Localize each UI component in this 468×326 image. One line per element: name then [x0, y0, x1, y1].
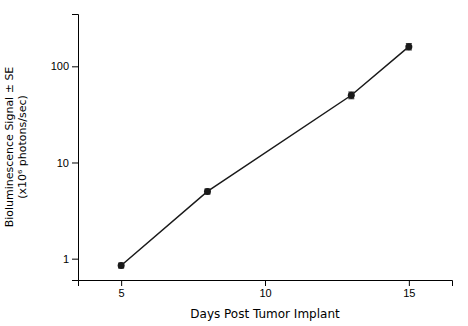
y-tick-mark: [72, 259, 78, 260]
y-tick: 10: [57, 157, 78, 169]
y-axis: 1 10 100: [51, 15, 79, 281]
point: [348, 92, 355, 99]
y-axis-line: [72, 15, 79, 281]
plot-area: 5 10 15 1 10 100: [51, 15, 453, 299]
x-tick-mark: [121, 280, 122, 286]
x-axis-title: Days Post Tumor Implant: [190, 307, 340, 321]
point: [118, 262, 125, 269]
y-tick: 1: [63, 253, 78, 265]
x-tick: 10: [259, 280, 271, 299]
line: [121, 47, 409, 266]
y-tick-mark: [72, 162, 78, 163]
data-marks: [118, 43, 413, 269]
x-tick: 15: [403, 280, 415, 299]
x-axis: 5 10 15: [79, 280, 453, 299]
x-tick-label: 10: [259, 287, 271, 299]
chart: 5 10 15 1 10 100 Days Post Tumor Implant Biolum…: [0, 0, 468, 326]
y-tick: 100: [51, 60, 78, 72]
point: [204, 188, 211, 195]
y-tick-label: 10: [57, 157, 69, 169]
error-bar: [406, 44, 412, 50]
point: [405, 43, 412, 50]
x-axis-line: [79, 281, 453, 287]
x-tick: 5: [119, 280, 125, 299]
x-tick-mark: [409, 280, 410, 286]
y-tick-label: 1: [63, 253, 69, 265]
x-tick-label: 5: [119, 287, 125, 299]
error-bar: [348, 92, 354, 99]
x-tick-label: 15: [403, 287, 415, 299]
y-axis-title: Bioluminescence Signal ± SE(x10⁶ photons…: [3, 67, 29, 228]
y-tick-label: 100: [51, 60, 69, 72]
y-tick-mark: [72, 66, 78, 67]
x-tick-mark: [265, 280, 266, 286]
